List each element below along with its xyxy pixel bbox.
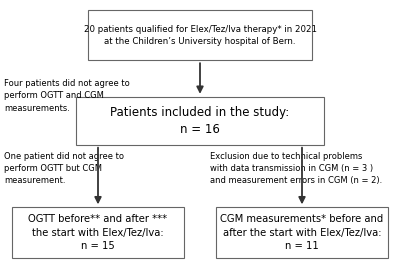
Text: OGTT before** and after ***
the start with Elex/Tez/Iva:
n = 15: OGTT before** and after *** the start wi… bbox=[28, 214, 168, 251]
Text: CGM measurements* before and
after the start with Elex/Tez/Iva:
n = 11: CGM measurements* before and after the s… bbox=[220, 214, 384, 251]
Text: Four patients did not agree to
perform OGTT and CGM
measurements.: Four patients did not agree to perform O… bbox=[4, 79, 130, 113]
Text: 20 patients qualified for Elex/Tez/Iva therapy* in 2021
at the Children’s Univer: 20 patients qualified for Elex/Tez/Iva t… bbox=[84, 24, 316, 46]
Text: Patients included in the study:
n = 16: Patients included in the study: n = 16 bbox=[110, 106, 290, 136]
Text: One patient did not agree to
perform OGTT but CGM
measurement.: One patient did not agree to perform OGT… bbox=[4, 152, 124, 185]
FancyBboxPatch shape bbox=[216, 207, 388, 258]
Text: Exclusion due to technical problems
with data transmission in CGM (n = 3 )
and m: Exclusion due to technical problems with… bbox=[210, 152, 382, 185]
FancyBboxPatch shape bbox=[88, 10, 312, 61]
FancyBboxPatch shape bbox=[76, 97, 324, 145]
FancyBboxPatch shape bbox=[12, 207, 184, 258]
